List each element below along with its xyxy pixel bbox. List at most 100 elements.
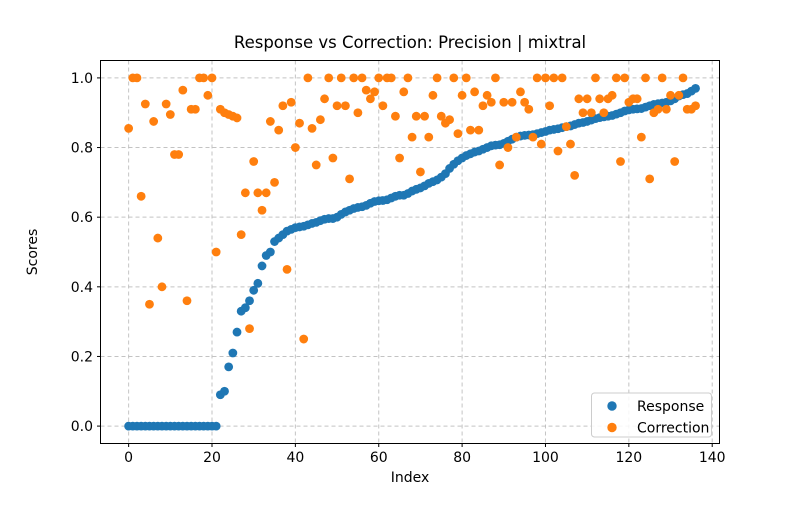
- data-point-correction: [361, 85, 371, 95]
- data-point-correction: [591, 73, 600, 83]
- data-point-correction: [457, 90, 467, 100]
- data-point-correction: [641, 73, 650, 83]
- data-point-correction: [278, 101, 288, 111]
- x-tick-label: 20: [203, 450, 221, 466]
- data-point-response: [232, 327, 242, 337]
- tick-label-layer: 0 20 40 60 80 100 120 140 0.0 0.2 0.4 0.6 0.8 1.0: [71, 71, 726, 466]
- data-point-correction: [516, 87, 525, 97]
- y-axis-label: Scores: [25, 229, 41, 276]
- data-point-correction: [541, 73, 550, 83]
- data-point-correction: [607, 90, 617, 100]
- data-point-response: [691, 83, 700, 93]
- data-point-correction: [253, 188, 263, 198]
- data-point-correction: [674, 90, 684, 100]
- data-point-correction: [349, 73, 359, 83]
- data-point-correction: [249, 157, 259, 166]
- x-tick-label: 120: [615, 450, 642, 466]
- data-point-correction: [620, 73, 630, 83]
- data-point-correction: [524, 104, 534, 114]
- data-point-correction: [657, 73, 667, 83]
- data-point-correction: [370, 87, 379, 97]
- data-point-correction: [395, 153, 404, 163]
- data-point-correction: [324, 73, 334, 83]
- data-point-correction: [445, 115, 454, 125]
- legend-marker-response: [607, 401, 617, 411]
- data-point-correction: [407, 132, 417, 142]
- data-point-response: [211, 421, 221, 431]
- data-point-correction: [411, 111, 421, 121]
- data-point-correction: [661, 104, 671, 114]
- data-point-correction: [232, 113, 242, 123]
- data-point-correction: [595, 94, 605, 104]
- data-point-correction: [182, 296, 192, 306]
- y-tick-label: 0.6: [71, 210, 93, 226]
- data-point-correction: [586, 108, 596, 118]
- chart-title: Response vs Correction: Precision | mixt…: [234, 33, 586, 52]
- data-point-correction: [236, 230, 246, 239]
- data-point-correction: [299, 334, 309, 344]
- data-point-response: [265, 247, 275, 257]
- data-point-correction: [636, 132, 646, 142]
- data-point-correction: [303, 73, 313, 83]
- data-point-correction: [616, 157, 625, 166]
- x-tick-label: 60: [370, 450, 388, 466]
- data-point-correction: [374, 73, 384, 83]
- data-point-correction: [553, 146, 563, 156]
- data-point-correction: [345, 174, 354, 184]
- data-point-correction: [261, 188, 271, 198]
- data-point-correction: [491, 73, 500, 83]
- data-point-correction: [290, 143, 300, 152]
- data-point-correction: [399, 87, 409, 97]
- data-point-correction: [332, 101, 342, 111]
- data-point-correction: [653, 104, 663, 114]
- data-point-correction: [295, 118, 304, 128]
- data-point-correction: [328, 153, 338, 163]
- data-point-correction: [153, 233, 163, 243]
- data-point-correction: [416, 167, 425, 177]
- data-point-correction: [549, 73, 559, 83]
- data-point-correction: [461, 73, 471, 83]
- y-tick-label: 0.0: [71, 419, 93, 435]
- data-point-response: [253, 278, 263, 288]
- x-tick-label: 40: [286, 450, 304, 466]
- data-point-correction: [320, 94, 329, 104]
- data-point-correction: [357, 73, 367, 83]
- y-tick-label: 1.0: [71, 71, 93, 87]
- data-point-correction: [478, 101, 488, 111]
- tick-layer: [97, 77, 713, 447]
- data-point-correction: [403, 73, 413, 83]
- data-point-correction: [140, 99, 150, 109]
- data-point-correction: [124, 123, 134, 133]
- data-point-response: [245, 296, 254, 306]
- data-point-correction: [240, 188, 250, 198]
- data-point-correction: [190, 104, 200, 114]
- data-point-response: [224, 362, 234, 372]
- x-tick-label: 140: [699, 450, 726, 466]
- data-point-correction: [391, 111, 400, 121]
- data-point-correction: [336, 73, 346, 83]
- data-point-correction: [511, 132, 521, 142]
- data-point-correction: [436, 111, 446, 121]
- x-tick-label: 0: [124, 450, 133, 466]
- data-point-response: [257, 261, 267, 271]
- data-point-correction: [466, 125, 475, 135]
- data-point-correction: [207, 73, 217, 83]
- y-tick-label: 0.4: [71, 280, 93, 296]
- data-point-correction: [561, 122, 571, 132]
- data-point-correction: [282, 265, 292, 274]
- data-point-correction: [520, 97, 530, 107]
- data-point-correction: [666, 90, 675, 100]
- data-point-correction: [574, 94, 584, 104]
- legend-box: [591, 392, 712, 438]
- x-tick-label: 100: [532, 450, 559, 466]
- data-point-correction: [340, 101, 350, 111]
- data-point-correction: [353, 108, 363, 118]
- data-point-correction: [474, 125, 484, 135]
- data-point-correction: [420, 111, 429, 121]
- data-point-correction: [257, 205, 267, 215]
- data-point-correction: [578, 108, 588, 118]
- data-point-correction: [245, 324, 254, 333]
- data-point-correction: [670, 157, 680, 166]
